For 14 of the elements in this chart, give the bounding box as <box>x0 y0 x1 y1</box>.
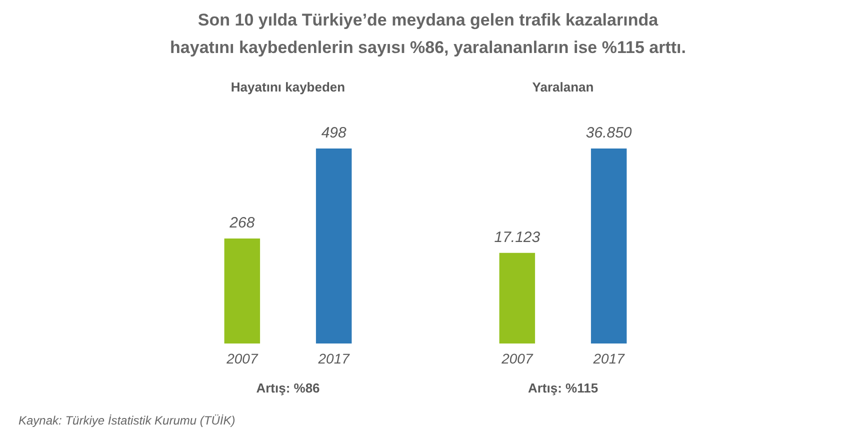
data-label: 17.123 <box>494 228 541 246</box>
x-tick-label: 2017 <box>317 350 351 366</box>
text: Kaynak: Türkiye İstatistik Kurumu (TÜİK) <box>18 414 236 428</box>
chart-title: Hayatını kaybeden <box>230 80 346 94</box>
data-label: 36.850 <box>586 124 632 142</box>
data-label: 268 <box>228 214 256 232</box>
chart-title: Yaralanan <box>532 80 594 94</box>
text: Artış: %115 <box>528 380 598 396</box>
text: Son 10 yılda Türkiye’de meydana gelen trafik kazalarında hayatını kaybedenlerin sayısı %86, yaralananların ise %115 arttı. <box>170 10 686 58</box>
x-tick-label: 2007 <box>500 350 534 366</box>
x-tick-label: 2007 <box>226 350 259 366</box>
data-label: 498 <box>321 124 348 142</box>
text: Artış: %86 <box>256 380 320 396</box>
x-tick-label: 2017 <box>592 350 626 366</box>
